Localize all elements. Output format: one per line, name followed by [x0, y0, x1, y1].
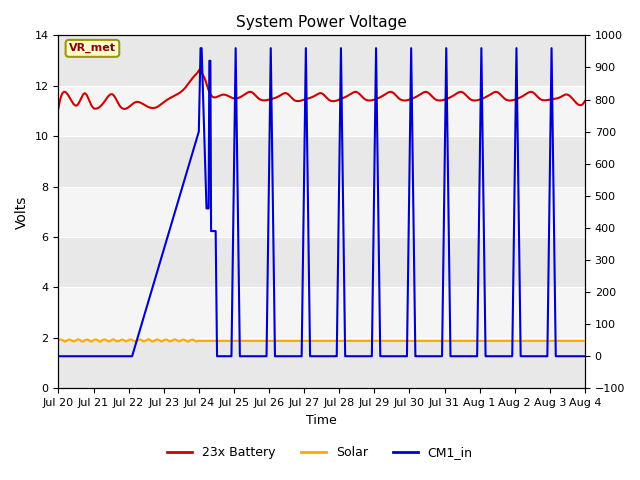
- Bar: [58, 86, 585, 136]
- Bar: [58, 237, 585, 288]
- Text: VR_met: VR_met: [69, 43, 116, 53]
- Bar: [58, 288, 585, 338]
- Legend: 23x Battery, Solar, CM1_in: 23x Battery, Solar, CM1_in: [163, 441, 477, 464]
- Bar: [58, 136, 585, 187]
- X-axis label: Time: Time: [307, 414, 337, 427]
- Bar: [58, 36, 585, 86]
- Bar: [58, 187, 585, 237]
- Title: System Power Voltage: System Power Voltage: [236, 15, 407, 30]
- Y-axis label: Volts: Volts: [15, 195, 29, 228]
- Bar: [58, 338, 585, 388]
